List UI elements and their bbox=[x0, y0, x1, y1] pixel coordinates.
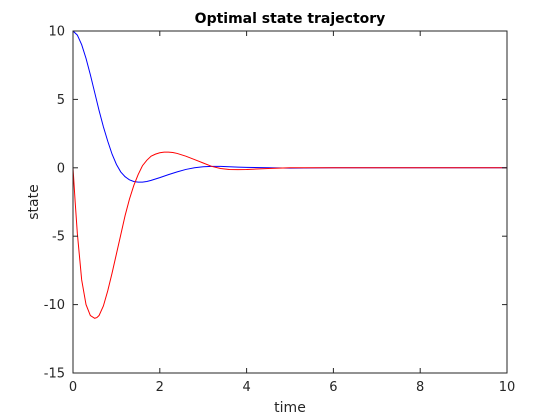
x-tick-label: 6 bbox=[329, 380, 337, 395]
y-tick-label: -10 bbox=[44, 298, 65, 313]
y-axis: -15 -10 -5 0 5 10 bbox=[44, 25, 507, 382]
x-axis: 0 2 4 6 8 10 bbox=[69, 31, 515, 395]
plot-area-frame bbox=[72, 30, 508, 374]
y-tick-label: 0 bbox=[57, 161, 65, 176]
x-tick-label: 10 bbox=[499, 380, 516, 395]
chart-title: Optimal state trajectory bbox=[195, 11, 386, 27]
x-tick-label: 0 bbox=[69, 380, 77, 395]
series-line-2 bbox=[72, 151, 507, 319]
x-axis-label: time bbox=[274, 400, 306, 416]
y-tick-label: -5 bbox=[52, 230, 65, 245]
y-tick-label: 5 bbox=[57, 93, 65, 108]
y-axis-label: state bbox=[26, 184, 42, 219]
series-line-1 bbox=[72, 30, 507, 183]
x-tick-label: 2 bbox=[156, 380, 164, 395]
x-tick-label: 8 bbox=[416, 380, 424, 395]
series-layer bbox=[72, 30, 507, 319]
x-tick-label: 4 bbox=[242, 380, 250, 395]
y-tick-label: -15 bbox=[44, 367, 65, 382]
y-tick-label: 10 bbox=[48, 25, 65, 40]
